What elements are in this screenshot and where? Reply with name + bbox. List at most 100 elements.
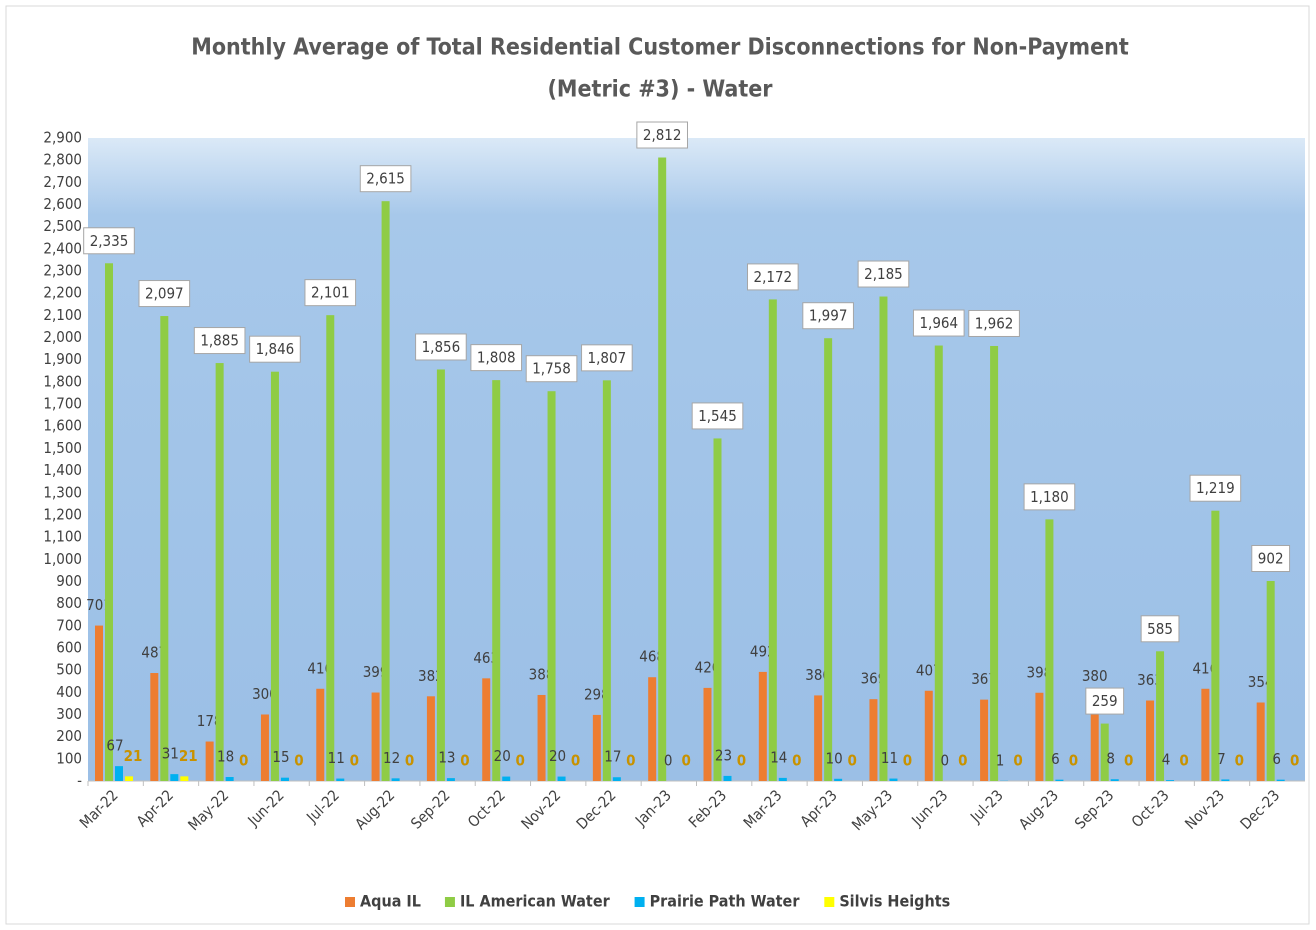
data-label-box (193, 327, 246, 355)
bar (1045, 519, 1054, 781)
data-label: 1 (996, 751, 1005, 769)
bar (814, 695, 823, 781)
data-label: 2,097 (145, 285, 184, 303)
data-label: 0 (626, 752, 635, 770)
y-tick-label: 200 (56, 727, 82, 745)
data-label: 1,856 (422, 338, 461, 356)
data-label: 1,808 (477, 349, 516, 367)
data-label-box (912, 309, 965, 337)
data-label: 0 (1290, 752, 1299, 770)
data-label: 0 (1013, 752, 1022, 770)
data-label-box (1140, 615, 1180, 643)
data-label-box (415, 333, 467, 361)
bar (225, 777, 234, 781)
bar (446, 778, 455, 781)
bar (215, 363, 224, 781)
data-label: 0 (664, 752, 673, 770)
bar (758, 671, 767, 781)
bar (1256, 702, 1265, 781)
y-tick-label: 2,000 (43, 328, 82, 346)
data-label: 0 (681, 752, 690, 770)
data-label: 12 (383, 749, 400, 767)
bar (95, 625, 103, 781)
bar (834, 778, 843, 781)
data-label-group: 2,185 (857, 260, 910, 288)
bar (1276, 779, 1285, 781)
y-tick-label: 100 (56, 749, 82, 767)
chart-title: Monthly Average of Total Residential Cus… (191, 35, 1129, 61)
data-label: 0 (1069, 752, 1078, 770)
data-label-group: 1,180 (1023, 483, 1076, 511)
data-label: 1,885 (200, 332, 239, 350)
data-label-box (470, 344, 523, 372)
data-label: 0 (571, 752, 580, 770)
bar (326, 315, 335, 781)
data-label-group: 1,964 (912, 309, 965, 337)
data-label-group: 1,545 (691, 402, 744, 430)
y-tick-label: 400 (56, 683, 82, 701)
data-label: 0 (1235, 752, 1244, 770)
data-label-box (1189, 474, 1242, 502)
y-tick-label: 300 (56, 705, 82, 723)
bar (990, 345, 999, 781)
data-label: 0 (516, 752, 525, 770)
data-label: 2,812 (643, 126, 682, 144)
legend-swatch (824, 897, 835, 907)
data-label-box (1251, 545, 1291, 573)
bar (934, 345, 943, 781)
data-label: 585 (1147, 620, 1173, 638)
data-label-group: 1,808 (470, 344, 523, 372)
y-tick-label: 600 (56, 638, 82, 656)
bar (713, 438, 722, 781)
data-label-box (1023, 483, 1076, 511)
bar (602, 380, 611, 781)
y-tick-label: 2,100 (43, 306, 82, 324)
y-tick-label: 1,700 (43, 395, 82, 413)
data-label-group: 1,758 (525, 355, 578, 383)
data-label-box (1085, 687, 1125, 715)
bar (537, 694, 546, 781)
bar (381, 201, 390, 781)
legend-label: IL American Water (460, 892, 611, 911)
data-label: 0 (958, 752, 967, 770)
bar (170, 774, 179, 781)
data-label: 23 (715, 746, 732, 764)
bar (115, 766, 123, 781)
data-label-group: 1,856 (415, 333, 467, 361)
data-label: 0 (405, 752, 414, 770)
bar (723, 775, 732, 781)
bar (1100, 723, 1109, 781)
bar (592, 714, 601, 781)
bar (280, 777, 289, 781)
data-label-group: 259 (1085, 687, 1125, 715)
bar (336, 778, 345, 781)
data-label: 0 (350, 752, 359, 770)
data-label: 2,335 (90, 232, 129, 250)
bar (482, 678, 491, 781)
bar (869, 699, 878, 781)
data-label-box (747, 263, 799, 291)
y-tick-label: 1,600 (43, 417, 82, 435)
data-label-box (968, 309, 1020, 337)
bar (1166, 780, 1175, 781)
data-label-box (83, 227, 135, 255)
bar (547, 391, 556, 781)
data-label: 8 (1106, 750, 1115, 768)
bar (557, 776, 566, 781)
y-tick-label: 700 (56, 616, 82, 634)
y-tick-label: 500 (56, 661, 82, 679)
y-tick-label: 1,000 (43, 550, 82, 568)
bar (1201, 688, 1210, 781)
data-label-box (138, 280, 191, 308)
y-tick-label: 2,600 (43, 195, 82, 213)
data-label-group: 1,962 (968, 309, 1020, 337)
data-label-group: 2,097 (138, 280, 191, 308)
legend-swatch (444, 897, 455, 907)
y-tick-label: 2,200 (43, 284, 82, 302)
legend-swatch (345, 897, 355, 907)
y-tick-label: 2,300 (43, 262, 82, 280)
y-tick-label: 1,300 (43, 483, 82, 501)
data-label-group: 1,846 (249, 335, 301, 363)
data-label-box (802, 302, 854, 330)
y-tick-label: 1,800 (43, 372, 82, 390)
